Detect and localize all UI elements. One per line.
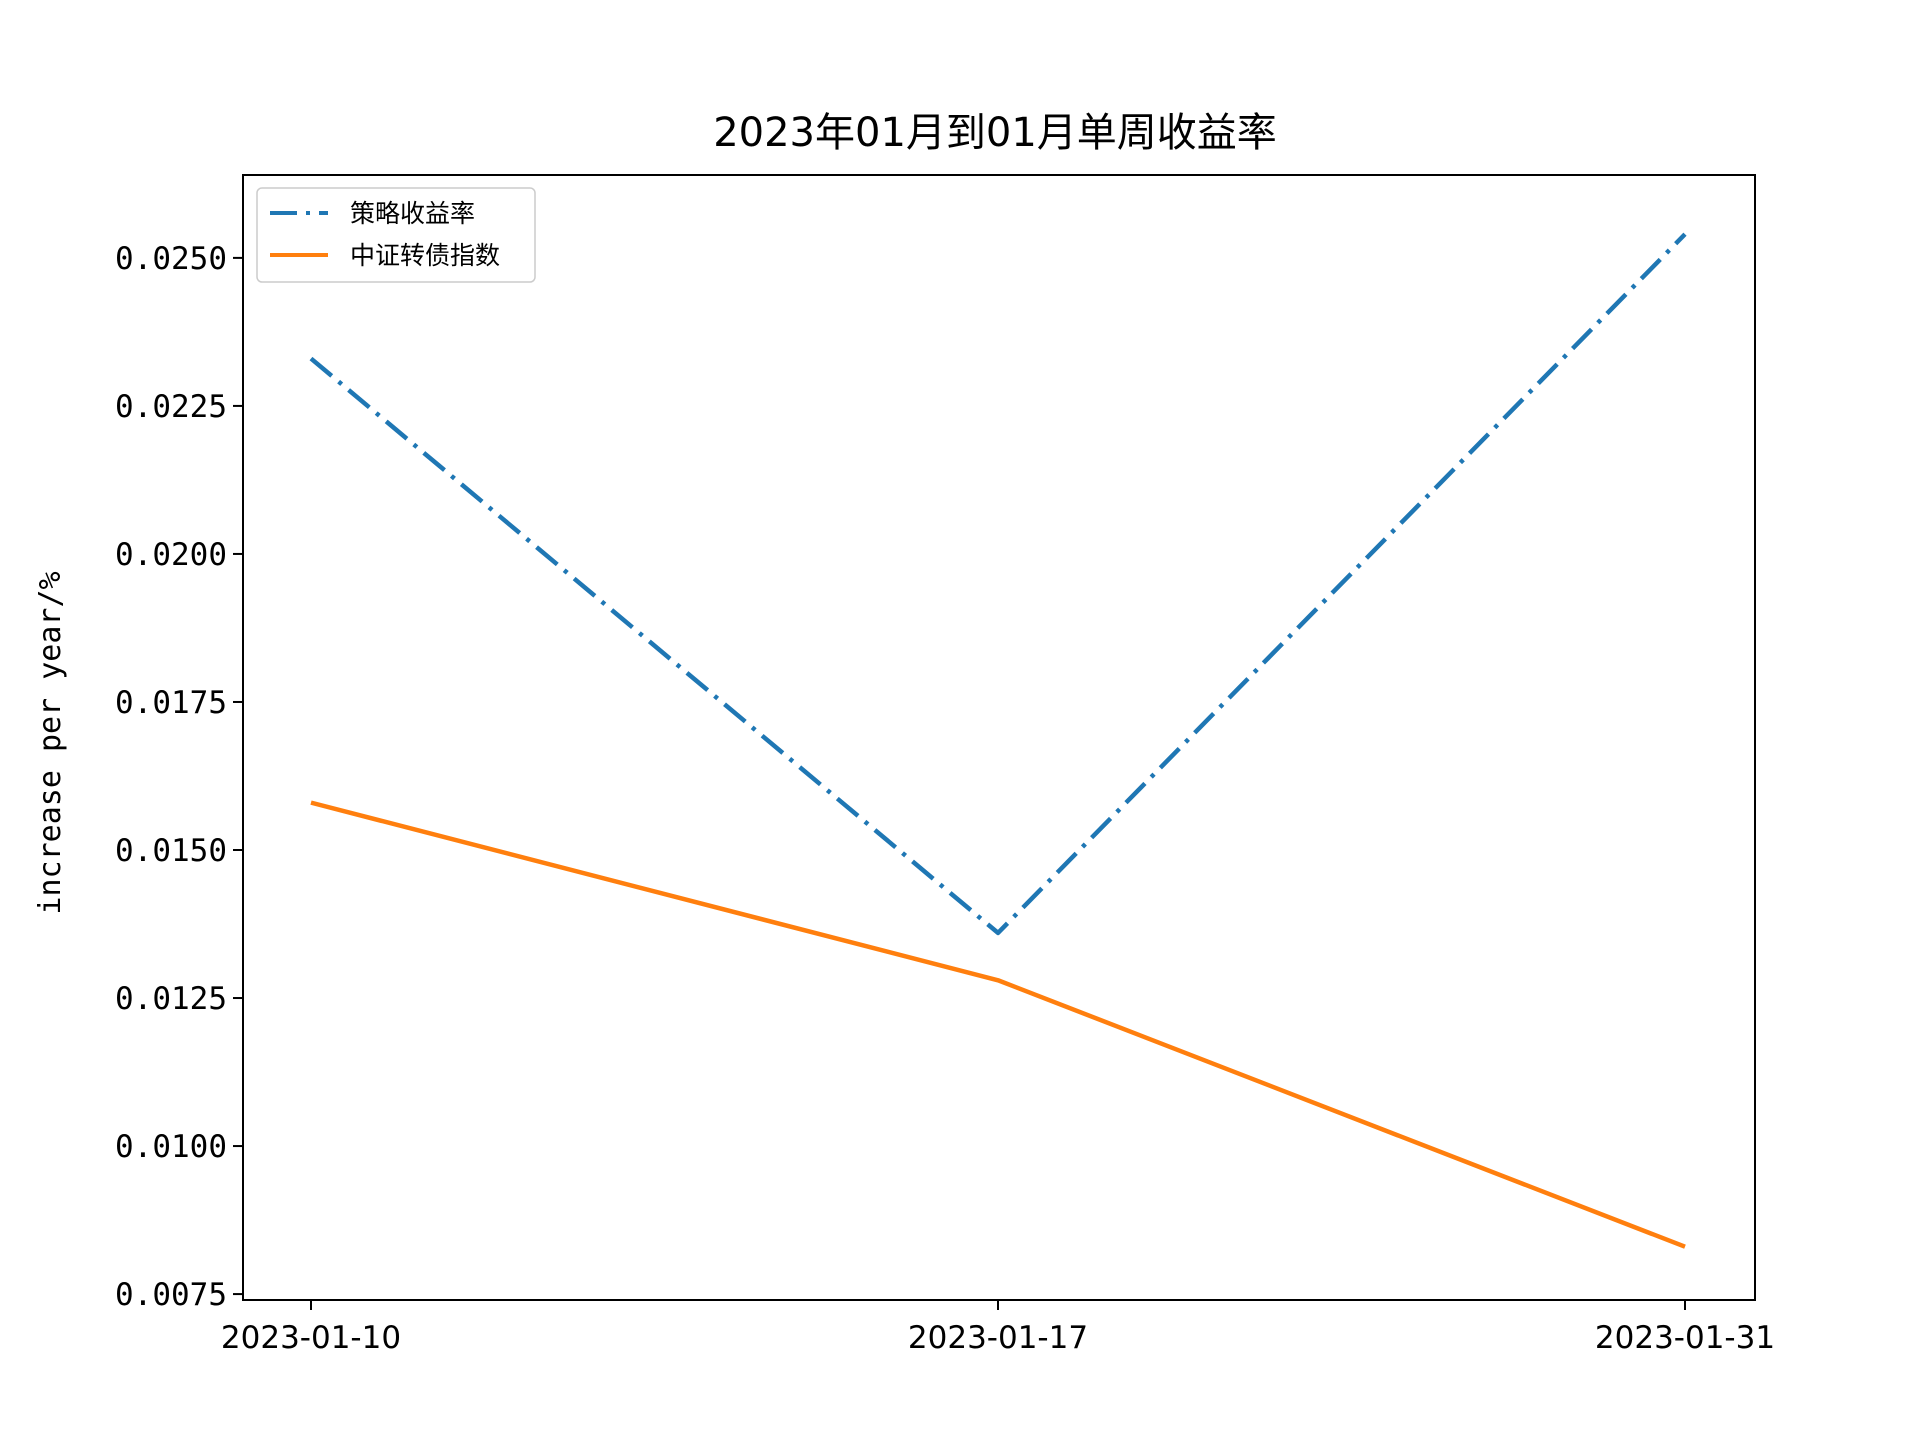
x-tick-label: 2023-01-10 <box>221 1320 401 1356</box>
x-axis: 2023-01-10 2023-01-17 2023-01-31 <box>221 1300 1775 1356</box>
series-line-index <box>310 800 1686 1249</box>
y-tick-label: 0.0075 <box>115 1277 227 1313</box>
x-tick-label: 2023-01-31 <box>1595 1320 1775 1356</box>
y-axis: 0.0075 0.0100 0.0125 0.0150 0.0175 0.0200 0.02… <box>115 241 243 1313</box>
y-tick-label: 0.0225 <box>115 389 227 425</box>
series-line-strategy <box>309 232 1687 936</box>
x-tick-label: 2023-01-17 <box>908 1320 1088 1356</box>
y-axis-label: increase per year/% <box>33 571 68 914</box>
legend: 策略收益率 中证转债指数 <box>256 187 536 283</box>
plot-area <box>242 174 1756 1301</box>
plot-frame <box>242 174 1756 1301</box>
y-tick-label: 0.0250 <box>115 241 227 277</box>
legend-label-strategy: 策略收益率 <box>350 199 475 228</box>
y-tick-label: 0.0150 <box>115 833 227 869</box>
legend-label-index: 中证转债指数 <box>350 241 500 270</box>
y-tick-label: 0.0125 <box>115 981 227 1017</box>
y-tick-label: 0.0200 <box>115 537 227 573</box>
series-lines <box>309 232 1687 1249</box>
y-tick-label: 0.0100 <box>115 1129 227 1165</box>
y-tick-label: 0.0175 <box>115 685 227 721</box>
chart-title: 2023年01月到01月单周收益率 <box>713 110 1277 156</box>
